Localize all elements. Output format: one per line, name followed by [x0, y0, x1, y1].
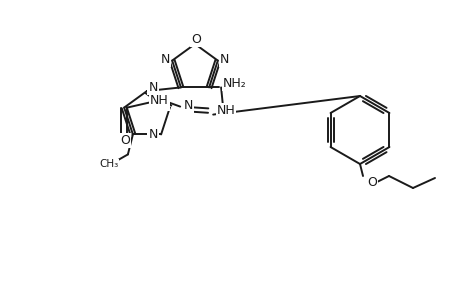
Text: N: N	[148, 80, 157, 94]
Text: N: N	[159, 97, 168, 110]
Text: NH: NH	[150, 94, 168, 107]
Text: NH₂: NH₂	[223, 77, 246, 90]
Text: O: O	[120, 134, 130, 147]
Text: NH: NH	[216, 104, 235, 117]
Text: N: N	[148, 128, 157, 141]
Text: O: O	[190, 32, 201, 46]
Text: N: N	[160, 53, 169, 66]
Text: N: N	[183, 99, 192, 112]
Text: N: N	[220, 53, 229, 66]
Text: O: O	[366, 176, 376, 188]
Text: CH₃: CH₃	[99, 159, 118, 170]
